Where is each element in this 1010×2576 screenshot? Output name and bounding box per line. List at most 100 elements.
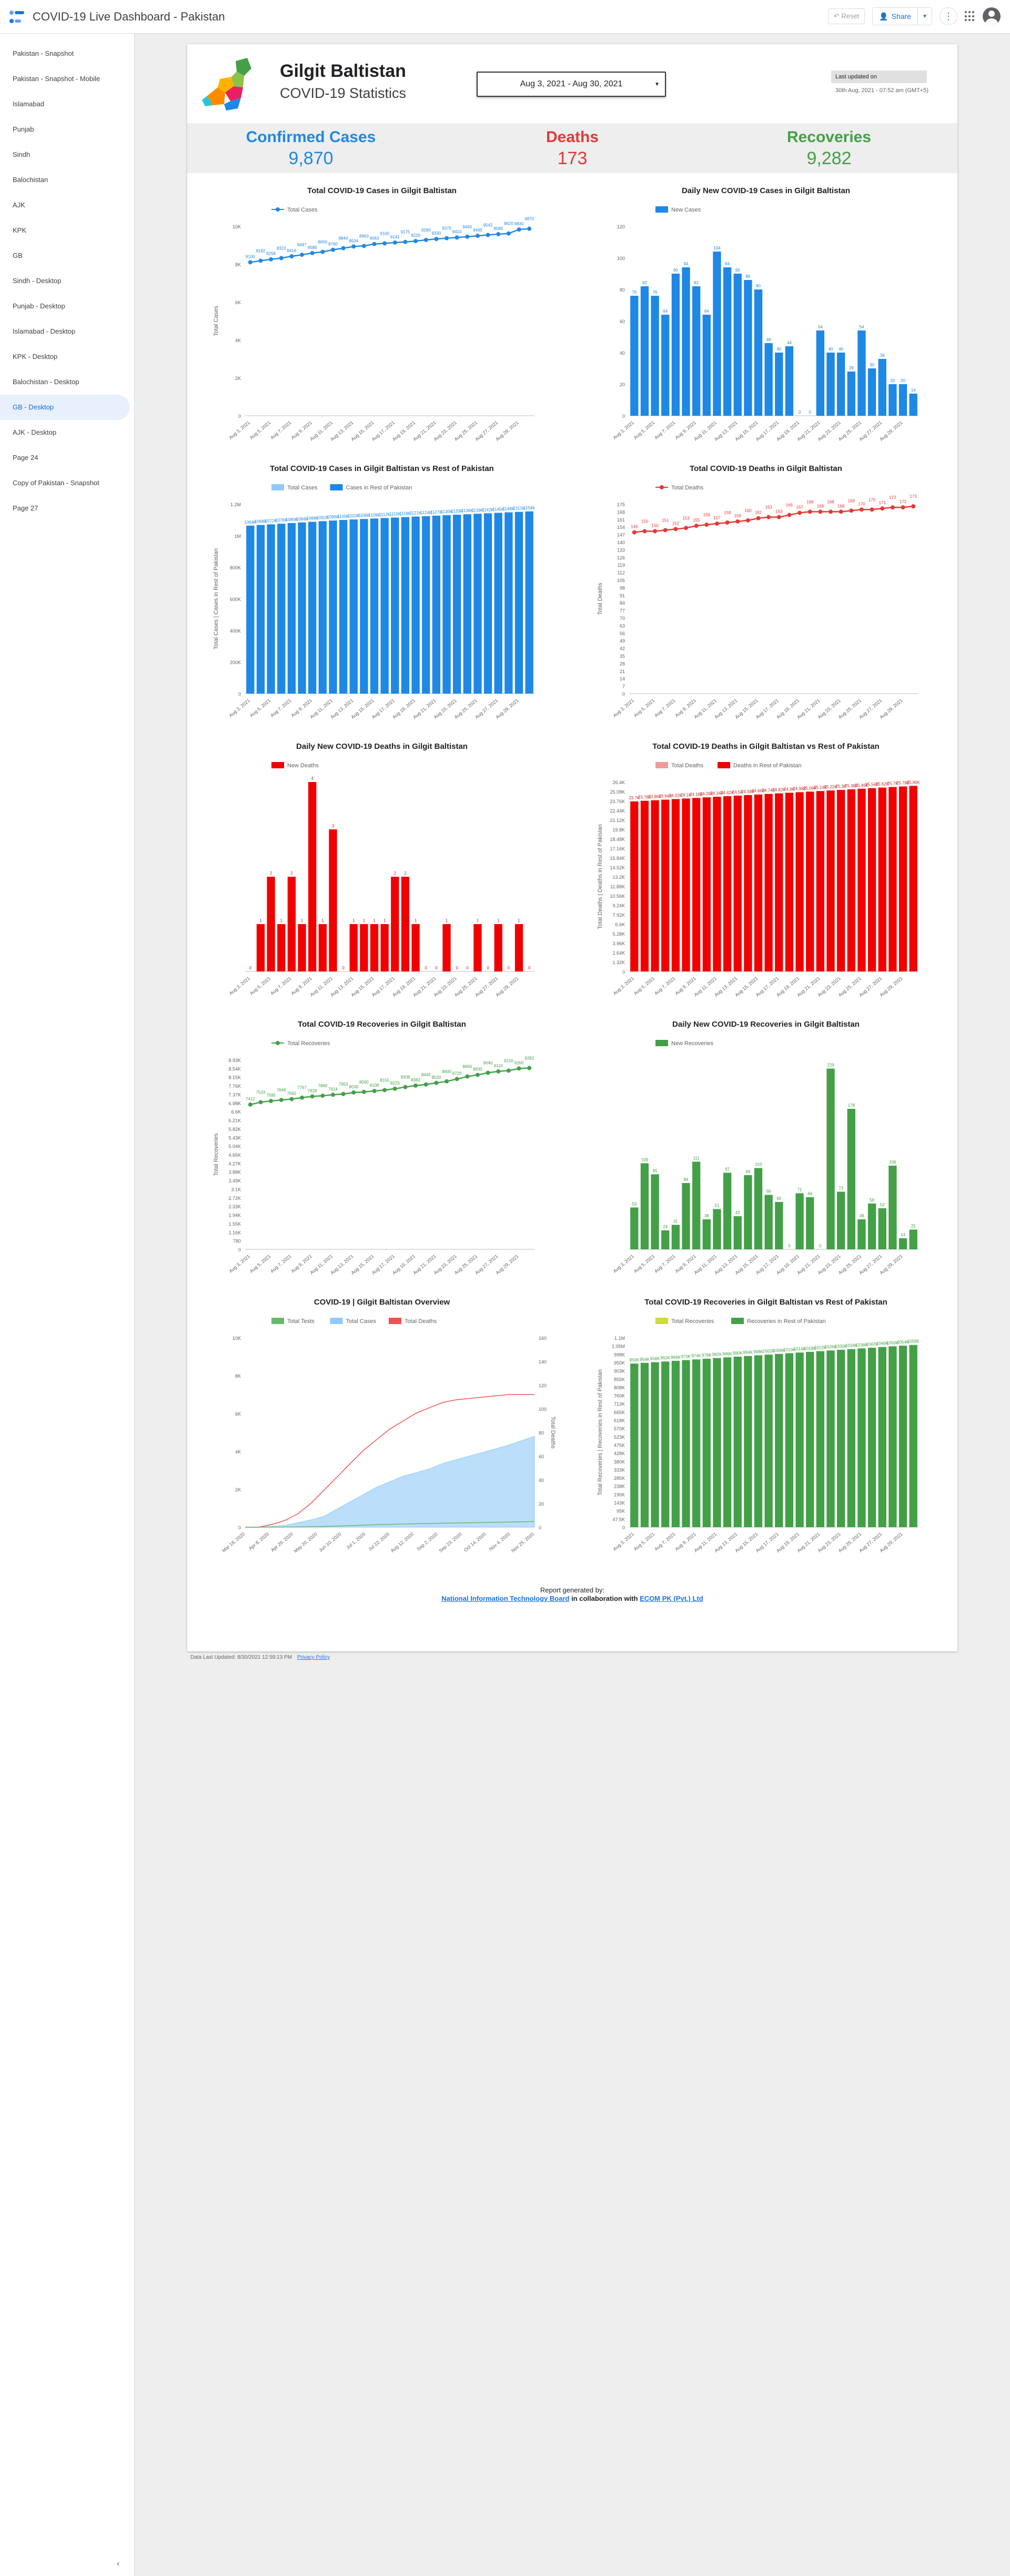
- data-point[interactable]: [341, 246, 346, 250]
- legend-item[interactable]: Total Cases: [330, 1318, 377, 1325]
- bar[interactable]: [754, 794, 763, 971]
- bar[interactable]: [847, 789, 855, 971]
- bar[interactable]: [442, 924, 451, 971]
- sidebar-item[interactable]: KPK: [13, 226, 27, 234]
- bar[interactable]: [888, 384, 897, 416]
- bar[interactable]: [775, 353, 783, 416]
- legend-item[interactable]: Total Cases: [271, 207, 318, 213]
- data-point[interactable]: [465, 234, 470, 239]
- data-point[interactable]: [454, 1077, 459, 1081]
- bar[interactable]: [816, 1351, 825, 1527]
- bar[interactable]: [349, 924, 358, 971]
- legend-item[interactable]: New Deaths: [271, 762, 319, 769]
- bar[interactable]: [630, 1207, 639, 1250]
- sidebar-item[interactable]: KPK - Desktop: [13, 353, 58, 360]
- bar[interactable]: [380, 518, 389, 694]
- data-point[interactable]: [797, 510, 802, 515]
- bar[interactable]: [432, 515, 441, 694]
- data-point[interactable]: [403, 239, 408, 244]
- bar[interactable]: [898, 1238, 907, 1249]
- data-point[interactable]: [745, 518, 750, 523]
- data-point[interactable]: [849, 508, 854, 513]
- bar[interactable]: [630, 801, 639, 971]
- legend-item[interactable]: Cases in Rest of Pakistan: [330, 484, 412, 491]
- more-options-icon[interactable]: ⋮: [940, 7, 957, 25]
- bar[interactable]: [640, 800, 649, 971]
- data-point[interactable]: [413, 1083, 418, 1088]
- apps-grid-icon[interactable]: [965, 11, 975, 22]
- bar[interactable]: [837, 1349, 845, 1527]
- bar[interactable]: [401, 877, 410, 971]
- sidebar-item[interactable]: Islamabad: [13, 100, 44, 108]
- bar[interactable]: [411, 516, 420, 694]
- data-point[interactable]: [269, 257, 274, 262]
- legend-item[interactable]: Recoveries in Rest of Pakistan: [731, 1318, 826, 1325]
- bar[interactable]: [837, 790, 845, 971]
- chart-cases-vs-pak[interactable]: Total COVID-19 Cases in Gilgit Baltistan…: [208, 464, 556, 727]
- bar[interactable]: [277, 924, 286, 971]
- bar[interactable]: [682, 1183, 690, 1249]
- data-point[interactable]: [776, 515, 781, 519]
- bar[interactable]: [744, 1356, 752, 1527]
- bar[interactable]: [640, 1163, 649, 1250]
- data-point[interactable]: [486, 1070, 490, 1075]
- legend-item[interactable]: Deaths in Rest of Pakistan: [718, 762, 802, 769]
- bar[interactable]: [806, 1351, 814, 1527]
- bar[interactable]: [744, 795, 752, 971]
- bar[interactable]: [267, 524, 275, 694]
- bar[interactable]: [816, 791, 825, 971]
- bar[interactable]: [640, 1362, 649, 1527]
- data-point[interactable]: [423, 1082, 428, 1087]
- data-point[interactable]: [684, 526, 689, 530]
- bar[interactable]: [702, 315, 711, 416]
- bar[interactable]: [463, 514, 471, 694]
- bar[interactable]: [878, 359, 886, 416]
- bar[interactable]: [723, 267, 732, 416]
- privacy-policy-link[interactable]: Privacy Policy: [297, 1655, 330, 1660]
- bar[interactable]: [682, 1360, 690, 1527]
- bar[interactable]: [713, 1209, 721, 1250]
- data-point[interactable]: [258, 1100, 263, 1105]
- legend-item[interactable]: Total Recoveries: [655, 1318, 714, 1325]
- bar[interactable]: [733, 1357, 742, 1527]
- bar[interactable]: [651, 1174, 659, 1250]
- bar[interactable]: [308, 522, 317, 694]
- legend-item[interactable]: Total Deaths: [389, 1318, 437, 1325]
- bar[interactable]: [713, 797, 721, 971]
- bar[interactable]: [329, 520, 337, 694]
- data-point[interactable]: [341, 1091, 346, 1096]
- ecom-link[interactable]: ECOM PK (Pvt.) Ltd: [640, 1595, 703, 1602]
- bar[interactable]: [826, 1068, 835, 1250]
- data-point[interactable]: [517, 1066, 521, 1071]
- bar[interactable]: [806, 1197, 814, 1249]
- bar[interactable]: [349, 519, 358, 694]
- sidebar-item[interactable]: Punjab - Desktop: [13, 302, 65, 310]
- data-point[interactable]: [673, 527, 678, 532]
- bar[interactable]: [888, 1166, 897, 1249]
- data-point[interactable]: [475, 1073, 480, 1077]
- data-point[interactable]: [527, 226, 532, 231]
- data-point[interactable]: [392, 240, 397, 245]
- bar[interactable]: [785, 1353, 794, 1527]
- sidebar-item[interactable]: Balochistan: [13, 176, 48, 184]
- data-point[interactable]: [766, 515, 771, 519]
- chart-daily-cases[interactable]: Daily New COVID-19 Cases in Gilgit Balti…: [592, 186, 940, 449]
- bar[interactable]: [754, 1168, 763, 1250]
- data-point[interactable]: [248, 260, 252, 265]
- bar[interactable]: [702, 1219, 711, 1249]
- bar[interactable]: [775, 793, 783, 971]
- bar[interactable]: [733, 274, 742, 416]
- data-point[interactable]: [653, 529, 658, 534]
- legend-item[interactable]: New Recoveries: [655, 1040, 714, 1047]
- bar[interactable]: [267, 877, 275, 971]
- bar[interactable]: [671, 274, 680, 416]
- sidebar-item[interactable]: Copy of Pakistan - Snapshot: [13, 479, 99, 487]
- bar[interactable]: [671, 799, 680, 971]
- bar[interactable]: [287, 523, 296, 694]
- data-point[interactable]: [911, 504, 916, 509]
- data-point[interactable]: [445, 1079, 449, 1084]
- bar[interactable]: [298, 522, 306, 694]
- chart-daily-deaths[interactable]: Daily New COVID-19 Deaths in Gilgit Balt…: [208, 742, 556, 1005]
- data-point[interactable]: [714, 522, 719, 526]
- bar[interactable]: [287, 877, 296, 971]
